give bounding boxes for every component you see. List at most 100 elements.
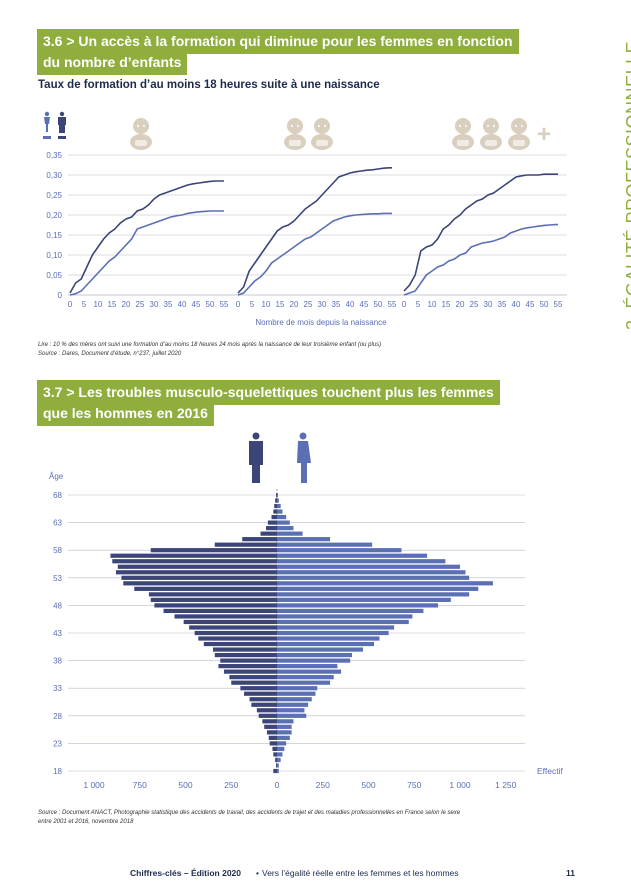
y-tick-label: 33 <box>53 684 62 693</box>
section-title-3-7-cont: que les hommes en 2016 <box>37 401 214 426</box>
bar-women <box>277 553 428 558</box>
bar-women <box>277 719 294 724</box>
bar-women <box>277 542 373 547</box>
bar-women <box>277 597 451 602</box>
bar-women <box>277 592 470 597</box>
bar-men <box>264 724 277 729</box>
chart1-note: Lire : 10 % des mères ont suivi une form… <box>38 341 558 359</box>
bar-men <box>242 537 277 542</box>
x-tick-label: 55 <box>554 300 563 309</box>
y-tick-label: 0 <box>58 291 63 300</box>
bar-women <box>277 691 316 696</box>
bar-women <box>277 636 380 641</box>
series-line-men <box>69 180 224 294</box>
section-title-3-6-cont: du nombre d’enfants <box>37 50 188 75</box>
bar-women <box>277 768 279 774</box>
bar-men <box>115 570 278 575</box>
x-tick-label: 5 <box>250 300 255 309</box>
x-tick-label: 15 <box>276 300 285 309</box>
bar-women <box>277 641 374 647</box>
bar-women <box>277 697 312 702</box>
bar-men <box>244 691 277 696</box>
x-tick-label: 45 <box>360 300 369 309</box>
note-line: Source : Document ANACT, Photographie st… <box>38 810 461 816</box>
bar-women <box>277 735 290 740</box>
bar-men <box>218 664 277 669</box>
series-line-women <box>69 210 224 296</box>
man-icon <box>58 111 66 139</box>
bar-women <box>277 730 292 735</box>
bar-women <box>277 680 331 685</box>
bar-men <box>273 752 277 757</box>
x-tick-label: 50 <box>540 300 549 309</box>
y-tick-label: 23 <box>53 739 62 748</box>
y-tick-label: 0,15 <box>46 231 62 240</box>
bar-women <box>277 686 318 691</box>
x-tick-label: 30 <box>484 300 493 309</box>
bar-men <box>276 492 277 498</box>
x-tick-label: 0 <box>68 300 73 309</box>
bar-women <box>277 559 446 564</box>
x-tick-label: 10 <box>428 300 437 309</box>
bar-women <box>277 652 353 658</box>
bar-women <box>277 548 402 553</box>
y-tick-label: 0,20 <box>46 211 62 220</box>
bar-men <box>262 719 277 724</box>
footer-left: Chiffres-clés – Édition 2020 <box>130 868 242 878</box>
bar-men <box>154 603 277 608</box>
y-tick-label: 68 <box>53 491 62 500</box>
series-line-men <box>237 167 392 294</box>
x-tick-label: 50 <box>374 300 383 309</box>
bar-women <box>277 630 389 636</box>
series-line-women <box>403 223 558 296</box>
x-tick-label: 20 <box>122 300 131 309</box>
bar-men <box>198 636 277 641</box>
x-tick-label: 1 000 <box>449 780 471 790</box>
bar-women <box>277 498 279 503</box>
bar-women <box>277 520 290 525</box>
bar-men <box>121 575 277 580</box>
bar-women <box>277 675 334 680</box>
bar-men <box>266 730 277 735</box>
bar-women <box>277 492 278 498</box>
msd-age-pyramid: Âge 68 63 58 53 48 43 38 33 28 23 18 1 000 750 500 250… <box>49 432 563 790</box>
bar-women <box>277 713 307 718</box>
x-tick-label: 35 <box>498 300 507 309</box>
x-tick-label: 35 <box>332 300 341 309</box>
bar-men <box>273 509 277 514</box>
x-tick-label: 45 <box>192 300 201 309</box>
bar-men <box>174 614 277 619</box>
bar-women <box>277 526 294 531</box>
x-tick-label: 1 250 <box>495 780 517 790</box>
bar-women <box>277 509 283 514</box>
x-tick-label: 15 <box>442 300 451 309</box>
footer-separator: • <box>256 868 259 878</box>
x-tick-label: 500 <box>361 780 375 790</box>
bar-men <box>269 741 277 746</box>
bar-women <box>277 514 287 520</box>
x-tick-label: 30 <box>318 300 327 309</box>
bar-men <box>276 763 277 768</box>
bar-women <box>277 531 303 536</box>
x-tick-label: 250 <box>224 780 238 790</box>
x-tick-label: 20 <box>456 300 465 309</box>
y-axis-title: Âge <box>49 472 64 481</box>
bar-women <box>277 503 281 509</box>
bar-men <box>183 619 277 625</box>
bar-women <box>277 537 331 542</box>
x-tick-label: 500 <box>178 780 192 790</box>
bar-women <box>277 757 281 763</box>
x-tick-label: 45 <box>526 300 535 309</box>
footer-right: Vers l’égalité réelle entre les femmes e… <box>262 868 459 878</box>
baby-icon <box>284 118 306 150</box>
x-tick-label: 750 <box>407 780 421 790</box>
section-title-3-7: 3.7 > Les troubles musculo-squelettiques… <box>37 380 500 405</box>
bar-women <box>277 724 292 729</box>
woman-icon <box>43 111 51 139</box>
bar-men <box>212 647 277 652</box>
bar-men <box>117 564 277 569</box>
bar-women <box>277 586 479 591</box>
y-tick-label: 43 <box>53 629 62 638</box>
plus-icon: + <box>537 121 551 148</box>
y-tick-label: 0,10 <box>46 251 62 260</box>
